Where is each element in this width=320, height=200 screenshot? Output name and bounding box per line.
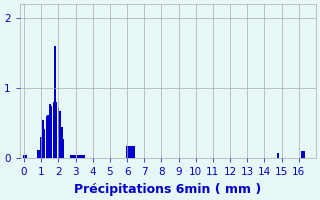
Bar — [130, 146, 131, 158]
Bar — [78, 155, 80, 158]
Bar — [80, 155, 82, 158]
Bar — [128, 146, 130, 158]
Bar — [126, 146, 128, 158]
Bar — [52, 102, 54, 158]
Bar — [49, 104, 51, 158]
Bar — [277, 153, 279, 158]
Bar — [70, 155, 71, 158]
Bar — [37, 150, 39, 158]
Bar — [47, 115, 49, 158]
Bar — [71, 155, 73, 158]
Bar — [23, 155, 25, 158]
Bar — [54, 46, 56, 158]
Bar — [132, 146, 133, 158]
Bar — [301, 151, 303, 158]
Bar — [75, 155, 76, 158]
Bar — [51, 106, 52, 158]
Bar — [61, 127, 63, 158]
Bar — [42, 120, 44, 158]
Bar — [133, 146, 135, 158]
Bar — [84, 155, 85, 158]
Bar — [46, 116, 47, 158]
Bar — [73, 155, 75, 158]
Bar — [303, 151, 305, 158]
Bar — [56, 102, 58, 158]
Bar — [58, 108, 59, 158]
Bar — [63, 139, 64, 158]
X-axis label: Précipitations 6min ( mm ): Précipitations 6min ( mm ) — [74, 183, 261, 196]
Bar — [76, 155, 78, 158]
Bar — [44, 129, 45, 158]
Bar — [25, 155, 27, 158]
Bar — [39, 150, 40, 158]
Bar — [41, 137, 42, 158]
Bar — [82, 155, 83, 158]
Bar — [60, 111, 61, 158]
